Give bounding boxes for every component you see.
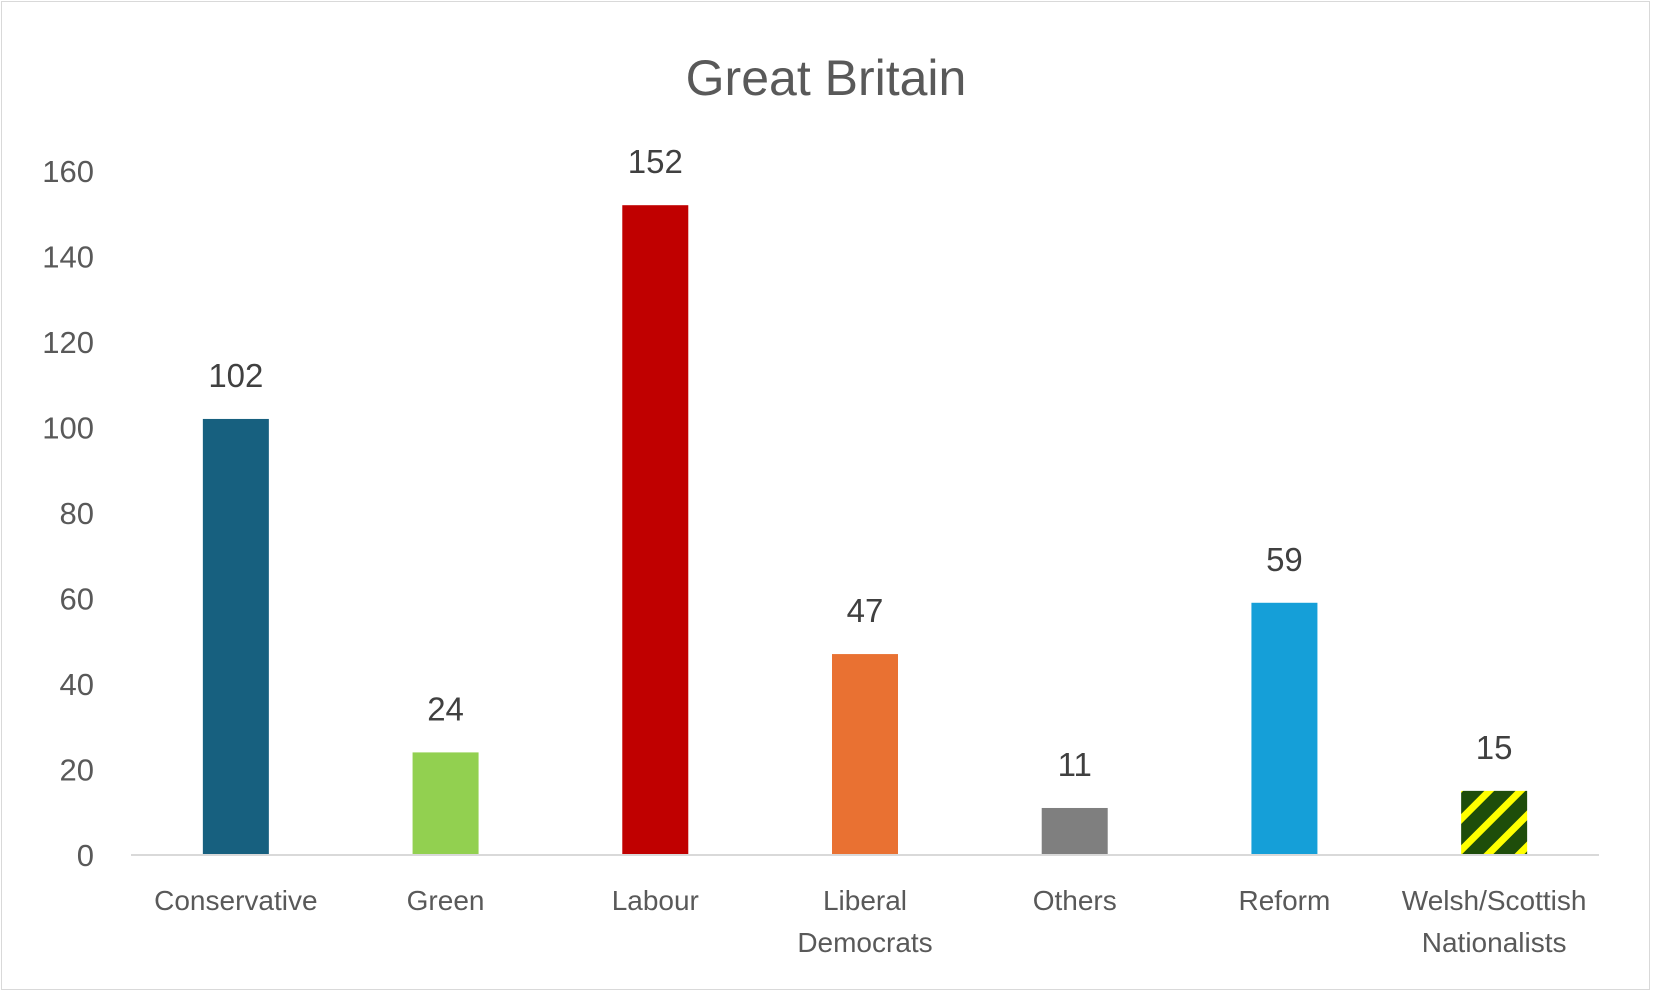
data-label: 47 [847,592,884,629]
bar [1251,602,1318,855]
bar [412,752,479,855]
x-tick-label: Others [1033,885,1117,916]
x-tick-label: Reform [1239,885,1331,916]
x-tick-label: Liberal [823,885,907,916]
x-tick-label: Green [407,885,485,916]
data-label: 15 [1476,729,1513,766]
x-axis: Conservative Green Labour Liberal Democrats O… [154,885,1586,958]
y-tick-label: 120 [42,325,94,360]
y-tick-label: 80 [60,496,94,531]
data-label: 152 [628,143,683,180]
bar [622,205,689,855]
y-tick-label: 0 [77,838,94,873]
bar [1461,790,1528,855]
y-tick-label: 160 [42,154,94,189]
y-axis: 0 20 40 60 80 100 120 140 160 [42,154,94,873]
bar [202,418,269,855]
x-tick-label: Labour [612,885,699,916]
bar [832,654,898,855]
y-tick-label: 140 [42,240,94,275]
y-tick-label: 100 [42,411,94,446]
x-tick-label: Welsh/Scottish [1402,885,1587,916]
data-label: 24 [427,690,464,727]
y-tick-label: 20 [60,753,94,788]
data-label: 11 [1058,746,1092,783]
data-label: 102 [208,357,263,394]
data-labels-group: 102 24 152 47 11 59 15 [208,143,1512,783]
data-label: 59 [1266,541,1303,578]
x-tick-label: Nationalists [1422,927,1567,958]
chart-title: Great Britain [686,50,967,106]
x-tick-label: Conservative [154,885,317,916]
bar [1041,807,1108,855]
x-tick-label: Democrats [797,927,932,958]
y-tick-label: 40 [60,667,94,702]
bars-group [202,205,1528,855]
y-tick-label: 60 [60,582,94,617]
